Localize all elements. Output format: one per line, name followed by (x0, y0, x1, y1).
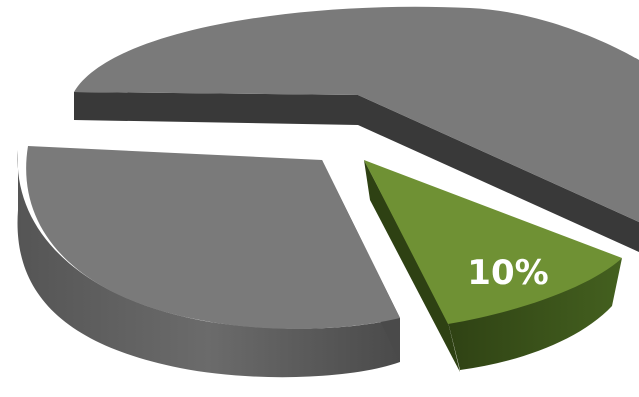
slice-large-cut-face (74, 92, 639, 252)
slice-highlight-side (448, 258, 622, 370)
slice-large-top (74, 6, 639, 222)
slice-left-side (17, 150, 400, 378)
pie-slice-left (17, 146, 400, 378)
slice-highlight-top (364, 160, 622, 324)
slice-left-top (26, 146, 400, 329)
slice-highlight-cut-face (364, 160, 460, 372)
pie-slice-highlight: 10% (364, 160, 622, 372)
pie-slice-large (74, 6, 639, 252)
slice-highlight-label: 10% (467, 253, 548, 293)
